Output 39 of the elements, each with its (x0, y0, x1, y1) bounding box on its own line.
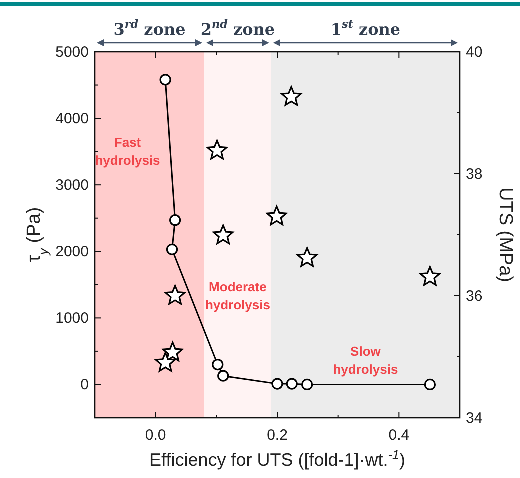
band-label: 1$^{st}$ zone (330, 17, 401, 39)
band-label: 2$^{nd}$ zone (200, 17, 276, 39)
y2-tick-label: 40 (466, 44, 483, 61)
annotation: Moderate hydrolysis (205, 280, 270, 313)
point (170, 214, 182, 226)
x-tick-label: 0.0 (145, 427, 166, 444)
y2-tick-label: 38 (466, 166, 483, 183)
y-tick-label: 2000 (56, 244, 89, 261)
y2-tick-label: 36 (466, 288, 483, 305)
x-tick-label: 0.2 (267, 427, 288, 444)
point (424, 378, 436, 391)
point (206, 140, 228, 160)
y-tick-label: 1000 (56, 310, 89, 328)
point (212, 358, 224, 371)
point (166, 244, 178, 256)
point (213, 224, 234, 244)
point (297, 247, 318, 268)
point (266, 206, 288, 226)
x-tick-label: 0.4 (388, 427, 410, 444)
y-tick-label: 0 (80, 376, 89, 394)
y-tick-label: 4000 (56, 110, 89, 128)
y-tick-label: 3000 (56, 177, 89, 194)
band-label: 3$^{rd}$ zone (114, 17, 186, 39)
y-tick-label: 5000 (56, 44, 89, 61)
point (160, 74, 172, 86)
point (286, 378, 298, 390)
annotation: Slow hydrolysis (333, 344, 398, 377)
point (272, 378, 284, 390)
point (155, 352, 176, 372)
point (164, 285, 186, 305)
point (218, 370, 230, 382)
x-axis-title: Efficiency for UTS ([fold-1]·wt.$^{-1}$) (150, 448, 406, 470)
point (420, 266, 440, 286)
point (281, 86, 302, 106)
y2-axis-title: UTS (MPa) (495, 188, 516, 282)
y2-tick-label: 34 (466, 410, 483, 427)
annotation: Fast hydrolysis (95, 135, 160, 168)
point (302, 378, 314, 391)
point (162, 342, 184, 362)
